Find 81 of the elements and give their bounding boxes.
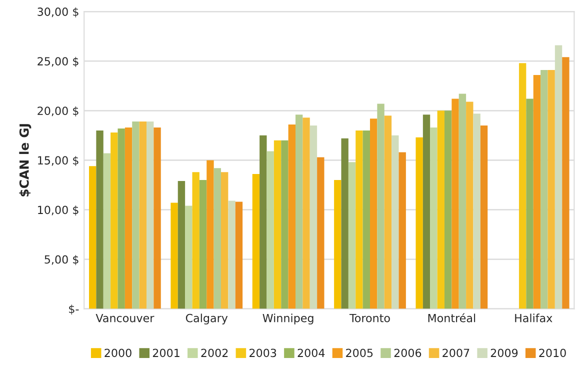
bar (452, 98, 459, 309)
bar (384, 116, 392, 309)
bar (526, 98, 534, 309)
bar (124, 127, 132, 309)
bar (377, 104, 384, 309)
bar (206, 160, 214, 309)
bar (518, 63, 526, 309)
y-tick-label: $- (69, 304, 79, 315)
bar (480, 126, 488, 309)
bar (139, 122, 147, 309)
bar (466, 102, 474, 309)
bar (310, 126, 318, 309)
bar (437, 110, 444, 309)
legend-label: 2003 (250, 348, 276, 358)
legend-label: 2007 (442, 348, 470, 358)
bar (170, 202, 178, 309)
y-tick-label: 5,00 $ (44, 255, 78, 266)
bar (260, 135, 267, 309)
bar (302, 118, 310, 309)
bar (266, 151, 274, 309)
bar (473, 114, 480, 309)
bar (228, 200, 236, 309)
bar (398, 152, 406, 309)
bar (96, 130, 104, 309)
bar (341, 138, 348, 309)
bar (295, 114, 303, 309)
legend-label: 2002 (201, 348, 228, 358)
bar (103, 153, 111, 309)
bar (317, 157, 324, 309)
legend-label: 2010 (539, 348, 566, 358)
bar (274, 140, 282, 309)
x-tick-label: Winnipeg (262, 314, 314, 324)
legend-label: 2004 (298, 348, 325, 358)
legend-label: 2001 (152, 348, 180, 358)
bar (252, 174, 260, 309)
bar (281, 140, 288, 309)
bar (533, 74, 541, 309)
y-tick-label: 20,00 $ (38, 106, 78, 117)
bar (422, 114, 430, 309)
bar (89, 166, 96, 309)
bar (214, 168, 221, 309)
bar (356, 130, 363, 309)
x-tick-label: Toronto (349, 314, 390, 322)
bar (192, 172, 200, 309)
bar (554, 45, 562, 309)
bar (221, 172, 228, 309)
bar (185, 206, 192, 309)
bar (430, 127, 438, 309)
legend-label: 2000 (104, 348, 132, 358)
bar (178, 180, 186, 309)
y-tick-label: 10,00 $ (38, 206, 78, 216)
bar (540, 70, 548, 309)
legend-label: 2005 (346, 348, 373, 358)
bar (118, 128, 125, 309)
bar (199, 180, 207, 309)
bar (548, 70, 555, 309)
bar (348, 162, 356, 309)
bar (416, 137, 423, 309)
bar (370, 118, 378, 309)
bar (334, 180, 342, 309)
legend-label: 2009 (490, 348, 518, 358)
bar (132, 122, 140, 309)
x-tick-label: Calgary (186, 314, 228, 324)
y-tick-label: 15,00 $ (38, 156, 78, 166)
bar (362, 130, 370, 309)
y-tick-label: 30,00 $ (38, 7, 78, 18)
bar (458, 94, 466, 309)
x-tick-label: Montréal (428, 313, 476, 322)
bar (110, 132, 118, 309)
y-tick-label: 25,00 $ (38, 56, 78, 67)
legend-label: 2006 (394, 348, 422, 358)
y-axis-title: $CAN le GJ (19, 124, 32, 196)
bar (146, 122, 154, 309)
bar (235, 202, 243, 309)
bar (562, 57, 570, 309)
bar (444, 110, 452, 309)
bar (288, 124, 296, 309)
x-tick-label: Halifax (515, 314, 552, 322)
x-tick-label: Vancouver (96, 314, 154, 322)
bar (392, 135, 399, 309)
bar (154, 127, 161, 309)
